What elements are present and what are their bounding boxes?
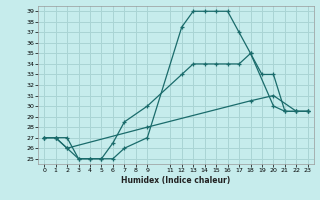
X-axis label: Humidex (Indice chaleur): Humidex (Indice chaleur) bbox=[121, 176, 231, 185]
